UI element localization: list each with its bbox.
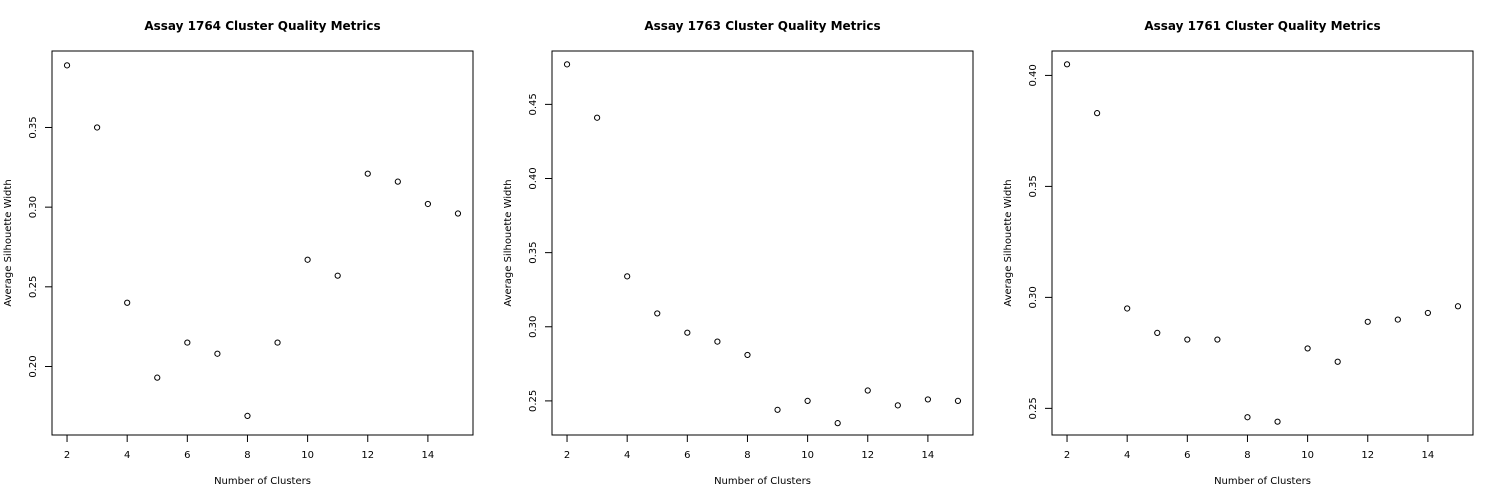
- y-axis-label: Average Silhouette Width: [3, 179, 14, 306]
- x-tick-label: 10: [301, 450, 314, 461]
- data-point: [274, 339, 281, 346]
- x-tick-label: 4: [1124, 450, 1130, 461]
- y-tick-label: 0.20: [28, 355, 39, 377]
- data-point: [184, 339, 191, 346]
- data-point: [334, 272, 341, 279]
- data-point: [624, 273, 631, 280]
- data-point: [63, 62, 71, 69]
- plot-frame: [51, 50, 474, 436]
- data-point: [1304, 345, 1311, 352]
- data-point: [804, 397, 811, 404]
- data-point: [924, 396, 931, 403]
- x-tick-label: 2: [64, 450, 70, 461]
- chart-title: Assay 1764 Cluster Quality Metrics: [144, 19, 380, 33]
- data-point: [774, 406, 781, 413]
- plot-frame: [551, 50, 974, 436]
- y-tick-label: 0.30: [1028, 286, 1039, 308]
- y-tick-label: 0.40: [1028, 64, 1039, 86]
- data-point: [424, 200, 431, 208]
- x-tick-label: 4: [124, 450, 130, 461]
- chart-panel-2: Assay 1763 Cluster Quality Metrics 2 4 6 8 10…: [503, 19, 974, 487]
- data-point: [1094, 110, 1101, 117]
- data-point: [954, 397, 962, 404]
- data-point: [154, 374, 161, 381]
- plot-frame: [1051, 50, 1474, 436]
- x-tick-label: 6: [1184, 450, 1190, 461]
- y-tick-label: 0.35: [528, 242, 539, 264]
- data-point: [214, 350, 221, 357]
- x-tick-label: 14: [922, 450, 935, 461]
- chart-title: Assay 1763 Cluster Quality Metrics: [644, 19, 880, 33]
- chart-panel-3: Assay 1761 Cluster Quality Metrics 2 4 6 8 10…: [1003, 19, 1474, 487]
- data-point: [1214, 336, 1221, 343]
- x-tick-label: 8: [244, 450, 250, 461]
- y-tick-label: 0.35: [1028, 175, 1039, 197]
- data-point: [1244, 414, 1251, 421]
- y-tick-label: 0.30: [28, 196, 39, 218]
- x-tick-label: 10: [1301, 450, 1314, 461]
- y-axis-label: Average Silhouette Width: [1003, 179, 1014, 306]
- x-tick-label: 2: [564, 450, 570, 461]
- x-tick-label: 2: [1064, 450, 1070, 461]
- x-tick-label: 12: [1361, 450, 1374, 461]
- x-tick-label: 8: [744, 450, 750, 461]
- data-point: [1394, 316, 1401, 323]
- y-tick-label: 0.25: [528, 390, 539, 412]
- data-point: [364, 170, 371, 177]
- data-point: [594, 114, 601, 121]
- y-tick-label: 0.25: [1028, 397, 1039, 419]
- y-tick-label: 0.25: [28, 276, 39, 298]
- data-point: [684, 329, 691, 336]
- x-tick-label: 4: [624, 450, 630, 461]
- data-point: [894, 402, 901, 409]
- data-point: [563, 61, 571, 68]
- y-tick-label: 0.45: [528, 93, 539, 115]
- x-tick-label: 6: [184, 450, 190, 461]
- data-point: [394, 178, 401, 185]
- chart-title: Assay 1761 Cluster Quality Metrics: [1144, 19, 1380, 33]
- x-tick-label: 12: [361, 450, 374, 461]
- chart-panel-1: Assay 1764 Cluster Quality Metrics 2 4 6 8 10…: [3, 19, 474, 487]
- y-tick-label: 0.35: [28, 116, 39, 138]
- x-tick-label: 6: [684, 450, 690, 461]
- data-point: [94, 124, 101, 131]
- data-point: [1184, 336, 1191, 343]
- x-axis-label: Number of Clusters: [214, 476, 311, 487]
- data-point: [864, 387, 871, 394]
- data-point: [1364, 318, 1371, 325]
- x-axis-label: Number of Clusters: [1214, 476, 1311, 487]
- data-point: [1274, 418, 1281, 425]
- data-point: [744, 351, 751, 359]
- data-point: [1424, 309, 1431, 317]
- data-point: [1454, 303, 1462, 310]
- data-point: [714, 338, 721, 345]
- data-point: [454, 210, 462, 217]
- data-point: [124, 299, 131, 306]
- y-axis-label: Average Silhouette Width: [503, 179, 514, 306]
- data-point: [1063, 61, 1071, 68]
- y-tick-label: 0.40: [528, 167, 539, 189]
- y-tick-label: 0.30: [528, 316, 539, 338]
- data-point: [244, 412, 251, 419]
- data-point: [1154, 329, 1161, 336]
- x-tick-label: 14: [1422, 450, 1435, 461]
- data-point: [834, 420, 841, 427]
- x-tick-label: 12: [861, 450, 874, 461]
- data-point: [304, 256, 311, 263]
- x-axis-label: Number of Clusters: [714, 476, 811, 487]
- data-point: [1334, 358, 1341, 365]
- x-tick-label: 10: [801, 450, 814, 461]
- data-point: [1124, 305, 1131, 312]
- x-tick-label: 8: [1244, 450, 1250, 461]
- x-tick-label: 14: [422, 450, 435, 461]
- data-point: [654, 310, 661, 317]
